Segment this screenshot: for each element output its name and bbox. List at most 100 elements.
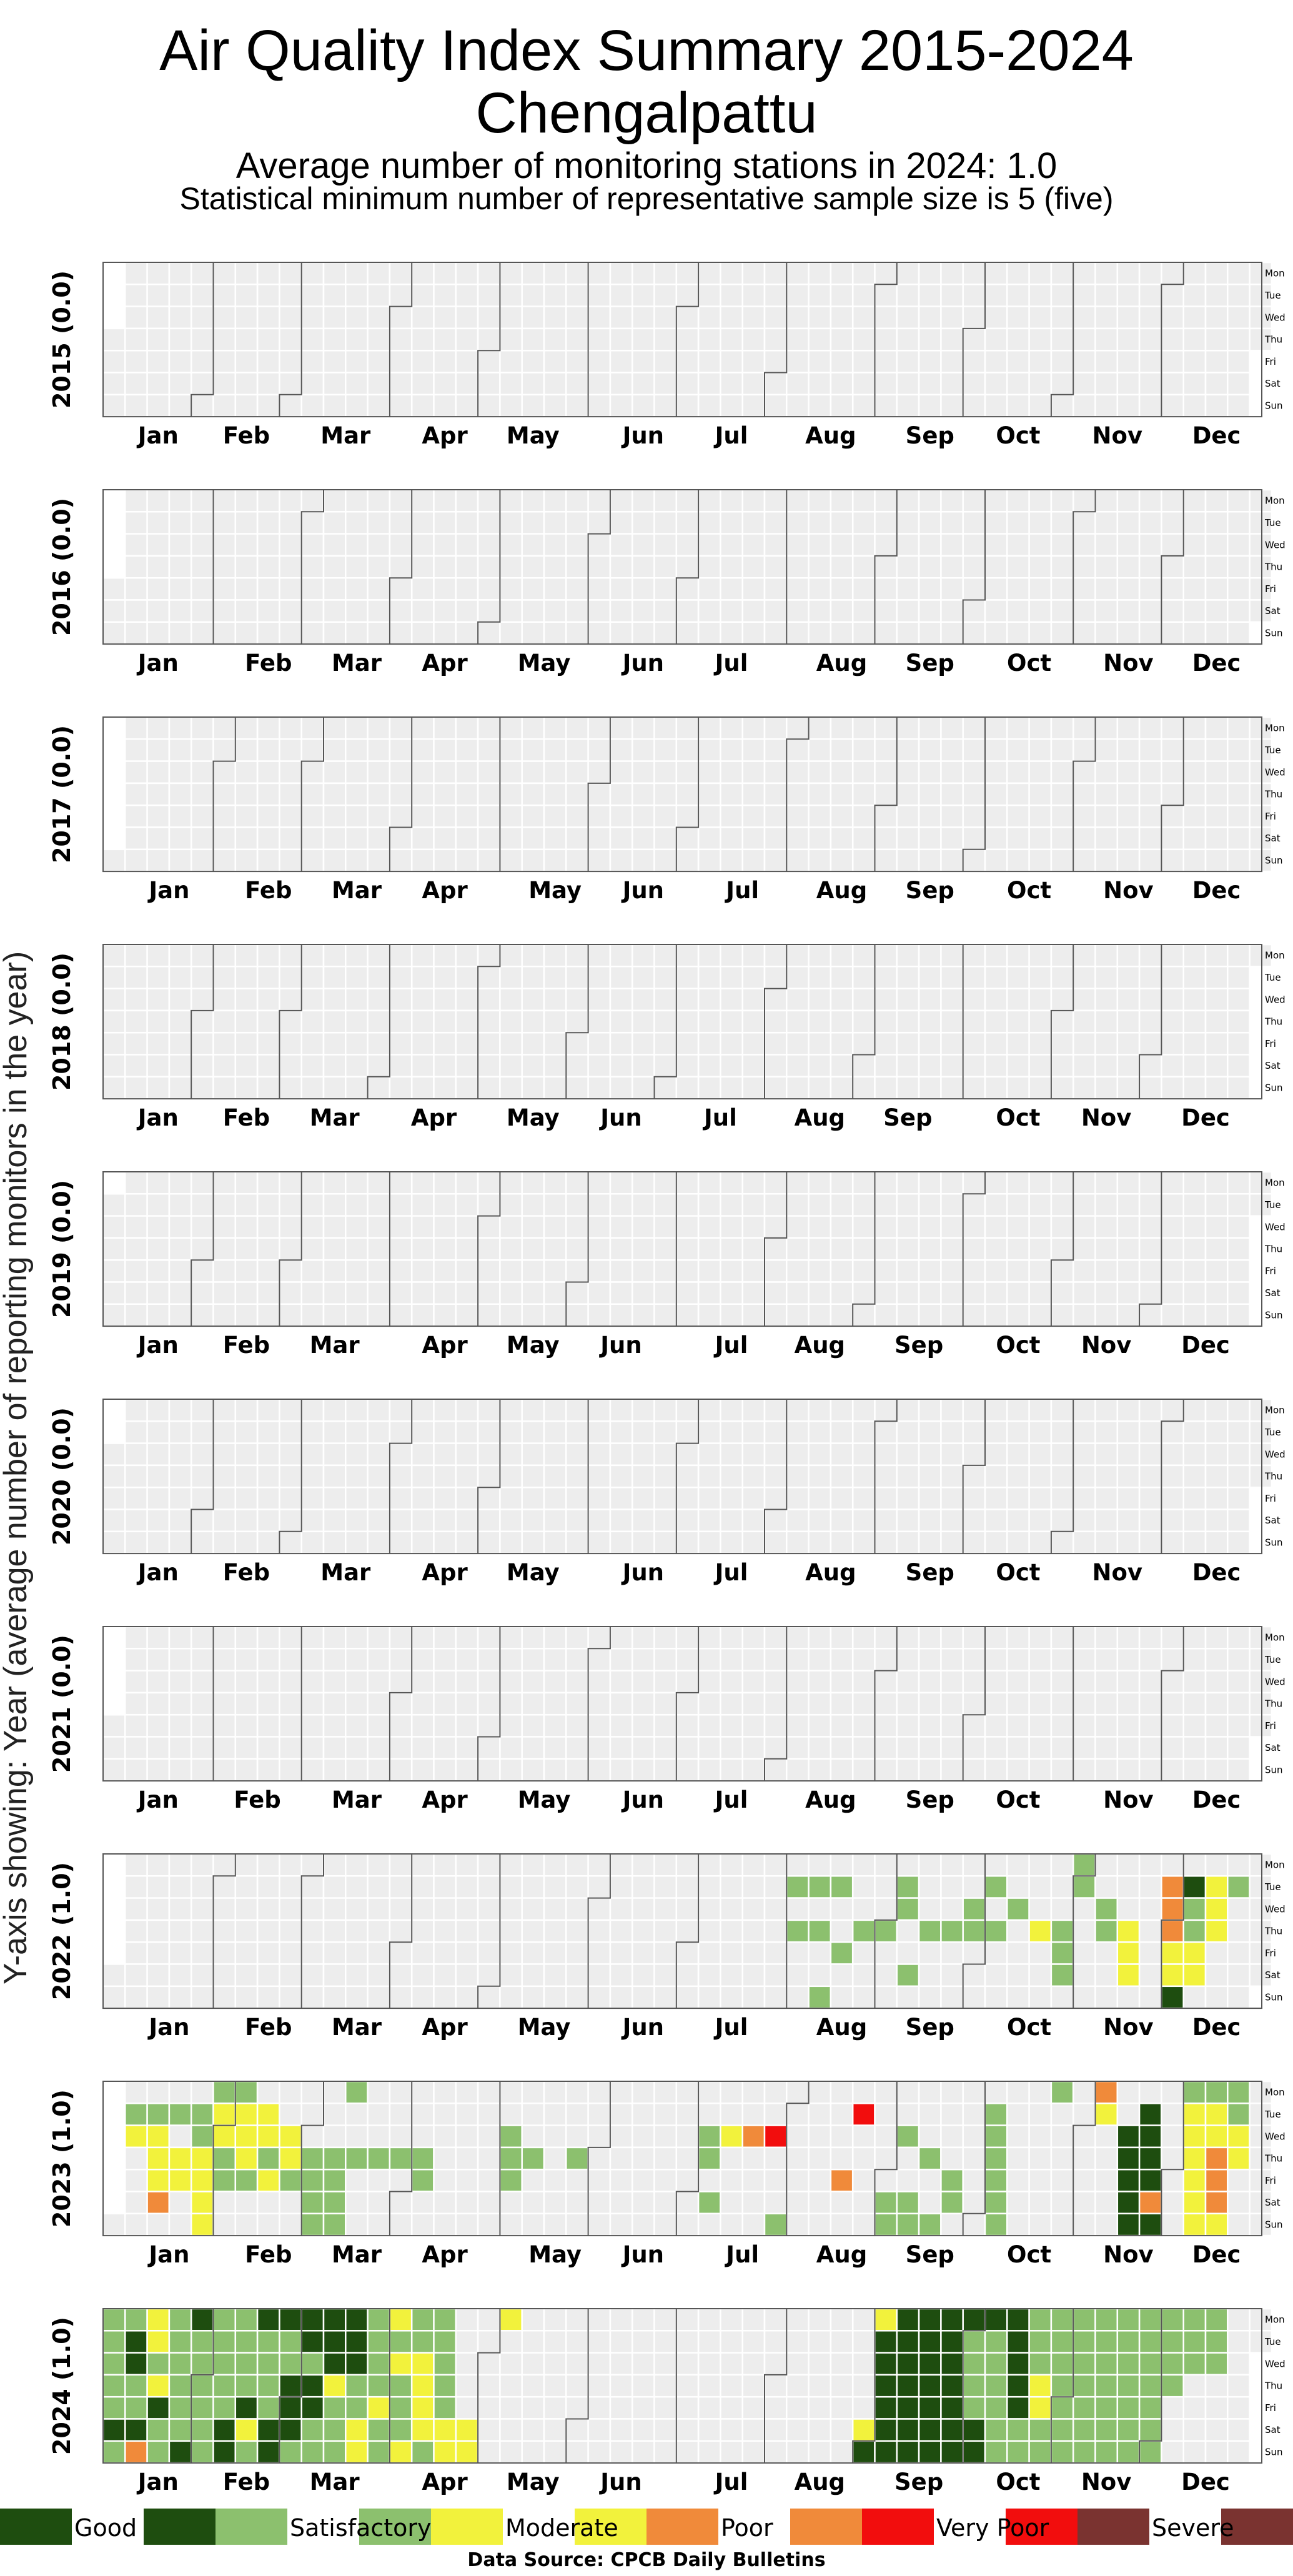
empty-day-cell	[543, 1941, 567, 1965]
empty-day-cell	[543, 1508, 567, 1533]
empty-day-cell	[697, 760, 721, 785]
empty-day-cell	[433, 988, 457, 1012]
empty-day-cell	[455, 1171, 479, 1195]
empty-day-cell	[1028, 2103, 1053, 2126]
empty-day-cell	[1006, 2168, 1030, 2192]
empty-day-cell	[786, 577, 810, 601]
empty-day-cell	[300, 511, 325, 535]
weekday-label-Sat: Sat	[1265, 1742, 1281, 1753]
empty-day-cell	[565, 533, 589, 557]
empty-day-cell	[1050, 2103, 1074, 2126]
empty-day-cell	[896, 1919, 920, 1943]
empty-day-cell	[279, 1758, 302, 1782]
empty-day-cell	[763, 1919, 788, 1943]
empty-day-cell	[697, 372, 721, 396]
empty-day-cell	[1094, 349, 1119, 374]
empty-day-cell	[477, 1692, 501, 1716]
day-cell-2024-11-27	[1138, 2352, 1162, 2376]
empty-day-cell	[477, 1963, 501, 1988]
empty-day-cell	[477, 1919, 501, 1943]
empty-day-cell	[212, 1398, 237, 1422]
empty-day-cell	[212, 1853, 237, 1877]
empty-day-cell	[1094, 1464, 1119, 1489]
empty-day-cell	[896, 826, 920, 851]
empty-day-cell	[410, 1303, 435, 1327]
empty-day-cell	[851, 943, 876, 968]
month-label-Apr: Apr	[422, 2014, 468, 2041]
empty-day-cell	[918, 1508, 942, 1533]
empty-day-cell	[918, 1897, 942, 1921]
empty-day-cell	[808, 1215, 832, 1239]
empty-day-cell	[896, 1853, 920, 1877]
empty-day-cell	[631, 2191, 655, 2215]
day-cell-2023-02-07	[234, 2103, 259, 2126]
empty-day-cell	[896, 488, 920, 513]
empty-day-cell	[653, 1875, 678, 1899]
empty-day-cell	[477, 1398, 501, 1422]
empty-day-cell	[720, 1420, 743, 1444]
empty-day-cell	[190, 1670, 214, 1694]
empty-day-cell	[962, 488, 986, 513]
day-cell-2024-09-18	[918, 2352, 942, 2376]
empty-day-cell	[124, 1420, 148, 1444]
empty-day-cell	[300, 599, 325, 623]
empty-day-cell	[587, 966, 612, 989]
empty-day-cell	[587, 2440, 612, 2464]
empty-day-cell	[1116, 1442, 1141, 1467]
empty-day-cell	[1161, 327, 1184, 352]
empty-day-cell	[300, 1486, 325, 1510]
empty-day-cell	[1094, 372, 1119, 396]
empty-day-cell	[455, 782, 479, 806]
empty-day-cell	[410, 599, 435, 623]
empty-day-cell	[1006, 738, 1030, 762]
month-label-Nov: Nov	[1103, 2241, 1154, 2268]
month-boundary-Feb	[191, 1172, 214, 1327]
empty-day-cell	[631, 1670, 655, 1694]
empty-day-cell	[1094, 1171, 1119, 1195]
empty-day-cell	[984, 533, 1008, 557]
day-cell-2022-09-28	[962, 1897, 986, 1921]
empty-day-cell	[1094, 1193, 1119, 1217]
empty-day-cell	[984, 1303, 1008, 1327]
empty-day-cell	[102, 1985, 126, 2009]
empty-day-cell	[389, 1625, 413, 1650]
empty-day-cell	[653, 1758, 678, 1782]
empty-day-cell	[1138, 1054, 1162, 1078]
empty-day-cell	[256, 599, 280, 623]
empty-day-cell	[940, 2212, 964, 2237]
day-cell-2023-01-30	[212, 2080, 237, 2104]
month-boundary-Dec	[1161, 1627, 1184, 1781]
empty-day-cell	[279, 1985, 302, 2009]
empty-day-cell	[565, 716, 589, 740]
empty-day-cell	[741, 1897, 766, 1921]
empty-day-cell	[433, 488, 457, 513]
empty-day-cell	[190, 1464, 214, 1489]
empty-day-cell	[896, 1736, 920, 1760]
empty-day-cell	[1116, 555, 1141, 579]
empty-day-cell	[279, 2103, 302, 2126]
day-cell-2023-02-06	[234, 2080, 259, 2104]
empty-day-cell	[433, 782, 457, 806]
empty-day-cell	[1006, 1713, 1030, 1738]
empty-day-cell	[1249, 1963, 1273, 1988]
empty-day-cell	[322, 1281, 347, 1305]
empty-day-cell	[1138, 1736, 1162, 1760]
empty-day-cell	[1138, 555, 1162, 579]
empty-day-cell	[212, 804, 237, 828]
empty-day-cell	[455, 2374, 479, 2398]
empty-day-cell	[477, 533, 501, 557]
weekday-label-Mon: Mon	[1265, 1632, 1285, 1643]
empty-day-cell	[763, 1897, 788, 1921]
day-cell-2024-04-10	[410, 2352, 435, 2376]
empty-day-cell	[830, 1648, 854, 1672]
empty-day-cell	[609, 577, 633, 601]
empty-day-cell	[565, 1713, 589, 1738]
empty-day-cell	[543, 1237, 567, 1261]
empty-day-cell	[1072, 2080, 1096, 2104]
empty-day-cell	[212, 284, 237, 307]
day-cell-2023-11-24	[1138, 2168, 1162, 2192]
empty-day-cell	[1161, 716, 1184, 740]
empty-day-cell	[918, 1941, 942, 1965]
empty-day-cell	[477, 1237, 501, 1261]
empty-day-cell	[1249, 327, 1273, 352]
